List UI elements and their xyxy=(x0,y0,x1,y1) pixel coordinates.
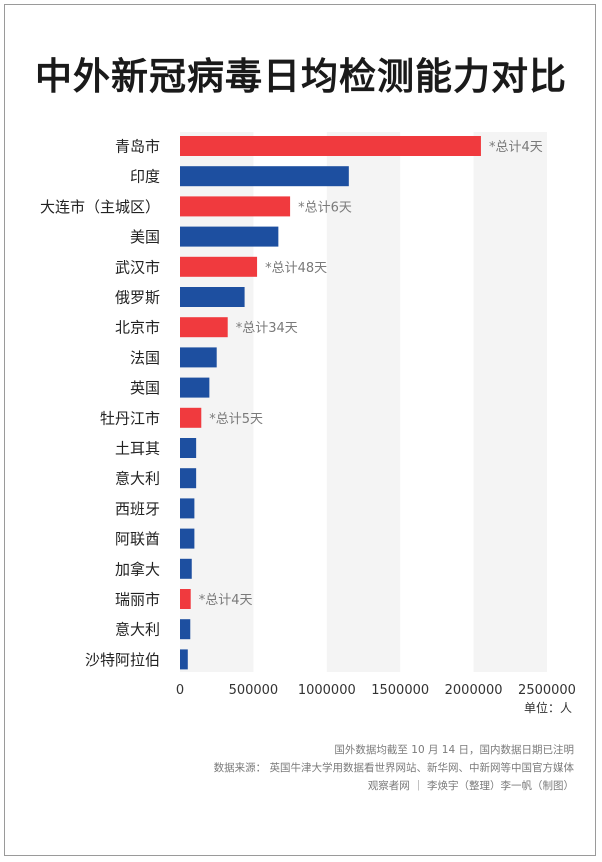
category-label: 牡丹江市 xyxy=(100,409,160,427)
bar xyxy=(180,468,197,489)
grid-stripe xyxy=(473,132,547,672)
category-label: 西班牙 xyxy=(115,500,160,518)
x-tick-label: 2500000 xyxy=(518,683,576,698)
category-label: 青岛市 xyxy=(115,138,160,156)
bar xyxy=(180,438,197,458)
category-label: 美国 xyxy=(130,228,160,246)
bar xyxy=(180,377,210,398)
category-label: 印度 xyxy=(130,168,160,186)
grid-stripe xyxy=(180,132,254,672)
category-label: 大连市（主城区） xyxy=(40,198,160,216)
chart-title: 中外新冠病毒日均检测能力对比 xyxy=(35,55,567,98)
footnote-date: 国外数据均截至 10 月 14 日，国内数据日期已注明 xyxy=(334,744,574,756)
bar xyxy=(180,347,217,368)
x-axis-ticks: 0 500000 1000000 1500000 2000000 2500000 xyxy=(176,683,576,698)
category-label: 武汉市 xyxy=(115,258,160,276)
bar xyxy=(180,498,195,519)
category-label: 加拿大 xyxy=(115,560,160,578)
category-label: 俄罗斯 xyxy=(115,289,160,307)
category-label: 沙特阿拉伯 xyxy=(85,651,160,669)
bar-annotation: *总计5天 xyxy=(209,412,263,427)
bar-annotation: *总计34天 xyxy=(236,321,298,336)
x-tick-label: 0 xyxy=(176,683,184,698)
bar xyxy=(180,166,349,187)
bar xyxy=(180,226,279,247)
bar xyxy=(180,649,188,670)
footnote-credit: 观察者网 ｜ 李焕宇（整理）李一帆（制图） xyxy=(367,780,574,792)
footnote-source: 数据来源： 英国牛津大学用数据看世界网站、新华网、中新网等中国官方媒体 xyxy=(213,762,574,774)
category-label: 英国 xyxy=(130,379,160,397)
bar-annotation: *总计4天 xyxy=(489,140,543,155)
bar xyxy=(180,589,191,609)
bar xyxy=(180,317,228,338)
bar-annotation: *总计4天 xyxy=(199,593,253,608)
grid-stripes xyxy=(180,132,547,672)
category-labels: 青岛市印度大连市（主城区）美国武汉市俄罗斯北京市法国英国牡丹江市土耳其意大利西班… xyxy=(40,138,160,669)
bar xyxy=(180,528,195,549)
bars xyxy=(180,136,481,670)
bar xyxy=(180,287,245,307)
bar-annotations: *总计4天 *总计6天 *总计48天 *总计34天 *总计5天 *总计4天 xyxy=(199,140,543,608)
bar xyxy=(180,619,191,640)
bar xyxy=(180,558,192,579)
x-tick-label: 500000 xyxy=(229,683,279,698)
category-label: 法国 xyxy=(130,349,160,367)
grid-stripe xyxy=(326,132,401,672)
category-label: 土耳其 xyxy=(115,440,160,458)
x-tick-label: 1000000 xyxy=(298,683,356,698)
category-label: 意大利 xyxy=(115,470,160,488)
bar xyxy=(180,407,202,428)
bar xyxy=(180,136,481,156)
unit-label: 单位：人 xyxy=(524,700,572,715)
category-label: 北京市 xyxy=(115,319,160,337)
bar-annotation: *总计6天 xyxy=(298,200,352,215)
category-label: 阿联酋 xyxy=(115,530,160,548)
x-tick-label: 2000000 xyxy=(445,683,503,698)
bar xyxy=(180,196,291,217)
x-tick-label: 1500000 xyxy=(371,683,429,698)
category-label: 意大利 xyxy=(115,621,160,639)
category-label: 瑞丽市 xyxy=(115,591,160,609)
bar-annotation: *总计48天 xyxy=(265,261,327,276)
bar xyxy=(180,256,258,277)
